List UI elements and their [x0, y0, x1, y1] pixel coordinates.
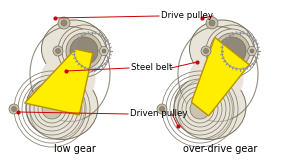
Ellipse shape: [26, 74, 98, 140]
Circle shape: [56, 49, 61, 53]
Circle shape: [203, 49, 208, 53]
Circle shape: [42, 99, 62, 119]
Circle shape: [11, 106, 16, 112]
Polygon shape: [25, 49, 93, 115]
Ellipse shape: [40, 54, 95, 104]
Ellipse shape: [41, 20, 106, 78]
Text: Drive pulley: Drive pulley: [161, 11, 213, 20]
Circle shape: [250, 49, 254, 53]
Circle shape: [38, 95, 66, 123]
Polygon shape: [191, 37, 249, 116]
Ellipse shape: [190, 20, 254, 78]
Ellipse shape: [29, 79, 85, 139]
Circle shape: [218, 37, 246, 65]
Circle shape: [206, 17, 218, 29]
Circle shape: [9, 104, 19, 114]
Polygon shape: [99, 47, 109, 55]
Circle shape: [102, 49, 106, 53]
Circle shape: [210, 29, 254, 73]
Circle shape: [157, 104, 167, 114]
Circle shape: [70, 37, 98, 65]
Ellipse shape: [174, 74, 246, 140]
Circle shape: [201, 46, 211, 56]
Text: Driven pulley: Driven pulley: [130, 110, 188, 119]
Text: low gear: low gear: [54, 144, 96, 154]
Text: over-drive gear: over-drive gear: [183, 144, 258, 154]
Ellipse shape: [188, 54, 244, 104]
Circle shape: [62, 29, 106, 73]
Circle shape: [214, 33, 250, 69]
Circle shape: [66, 33, 102, 69]
Ellipse shape: [178, 79, 232, 139]
Circle shape: [53, 46, 63, 56]
Circle shape: [61, 20, 67, 26]
Circle shape: [209, 20, 215, 26]
Circle shape: [186, 95, 214, 123]
Polygon shape: [247, 47, 257, 55]
Circle shape: [190, 99, 210, 119]
Text: Steel belt: Steel belt: [131, 63, 172, 72]
Circle shape: [58, 17, 70, 29]
Circle shape: [160, 106, 164, 112]
